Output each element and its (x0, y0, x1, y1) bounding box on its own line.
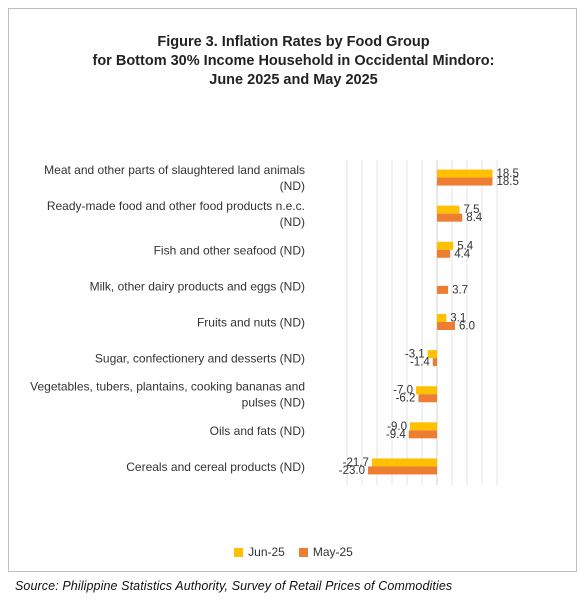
source-note: Source: Philippine Statistics Authority,… (15, 579, 453, 593)
bar-may (368, 466, 437, 475)
data-label-jun: 18.5 (497, 168, 519, 180)
data-label-may: -23.0 (339, 465, 365, 477)
data-label-may: 8.4 (466, 212, 483, 224)
bar-may (437, 249, 451, 258)
data-label-may: -6.2 (396, 393, 416, 405)
legend-label-jun: Jun-25 (248, 545, 285, 559)
data-label-jun: -21.7 (343, 457, 369, 469)
legend-swatch-may (298, 547, 308, 557)
data-label-may: 18.5 (497, 176, 519, 188)
legend-swatch-jun (234, 547, 244, 557)
category-label: Fish and other seafood (ND) (154, 243, 305, 257)
legend: Jun-25 May-25 (0, 545, 587, 559)
category-label: Sugar, confectionery and desserts (ND) (95, 352, 305, 366)
bar-jun (371, 458, 437, 467)
data-label-may: 6.0 (459, 321, 475, 333)
chart-title-line-2: for Bottom 30% Income Household in Occid… (92, 53, 495, 69)
category-label: Oils and fats (ND) (210, 424, 305, 438)
bar-jun (437, 205, 460, 214)
category-label: Ready-made food and other food products … (47, 199, 305, 213)
bar-jun (410, 422, 437, 431)
bar-may (437, 285, 449, 294)
data-label-jun: 3.1 (450, 313, 466, 325)
category-label: (ND) (280, 179, 305, 193)
category-label: Cereals and cereal products (ND) (126, 460, 305, 474)
data-label-jun: -3.1 (405, 349, 425, 361)
legend-item-may: May-25 (298, 545, 353, 559)
legend-item-jun: Jun-25 (234, 545, 285, 559)
data-label-may: -9.4 (386, 429, 406, 441)
data-label-jun: 5.4 (457, 240, 474, 252)
category-label: Milk, other dairy products and eggs (ND) (90, 279, 305, 293)
category-label: pulses (ND) (242, 396, 305, 410)
bar-may (408, 430, 437, 439)
data-label-may: 3.7 (452, 284, 468, 296)
legend-label-may: May-25 (312, 545, 353, 559)
category-label: Vegetables, tubers, plantains, cooking b… (30, 380, 305, 394)
category-label: Meat and other parts of slaughtered land… (44, 163, 305, 177)
data-label-jun: -7.0 (393, 385, 413, 397)
bar-may (437, 177, 493, 186)
bar-may (437, 213, 463, 222)
bar-jun (416, 386, 437, 395)
bar-jun (437, 241, 454, 250)
data-label-may: 4.4 (454, 248, 471, 260)
bar-may (432, 358, 437, 367)
data-label-may: -1.4 (410, 357, 430, 369)
bar-jun (427, 350, 437, 359)
category-label: (ND) (280, 215, 305, 229)
category-label: Fruits and nuts (ND) (197, 316, 305, 330)
chart-title-line-3: June 2025 and May 2025 (209, 72, 378, 88)
chart-title-line-1: Figure 3. Inflation Rates by Food Group (157, 34, 430, 50)
bar-may (437, 322, 455, 330)
bar-jun (437, 169, 493, 178)
bar-jun (437, 314, 447, 322)
data-label-jun: 7.5 (464, 204, 480, 216)
bar-may (418, 394, 437, 403)
data-label-jun: -9.0 (387, 421, 407, 433)
